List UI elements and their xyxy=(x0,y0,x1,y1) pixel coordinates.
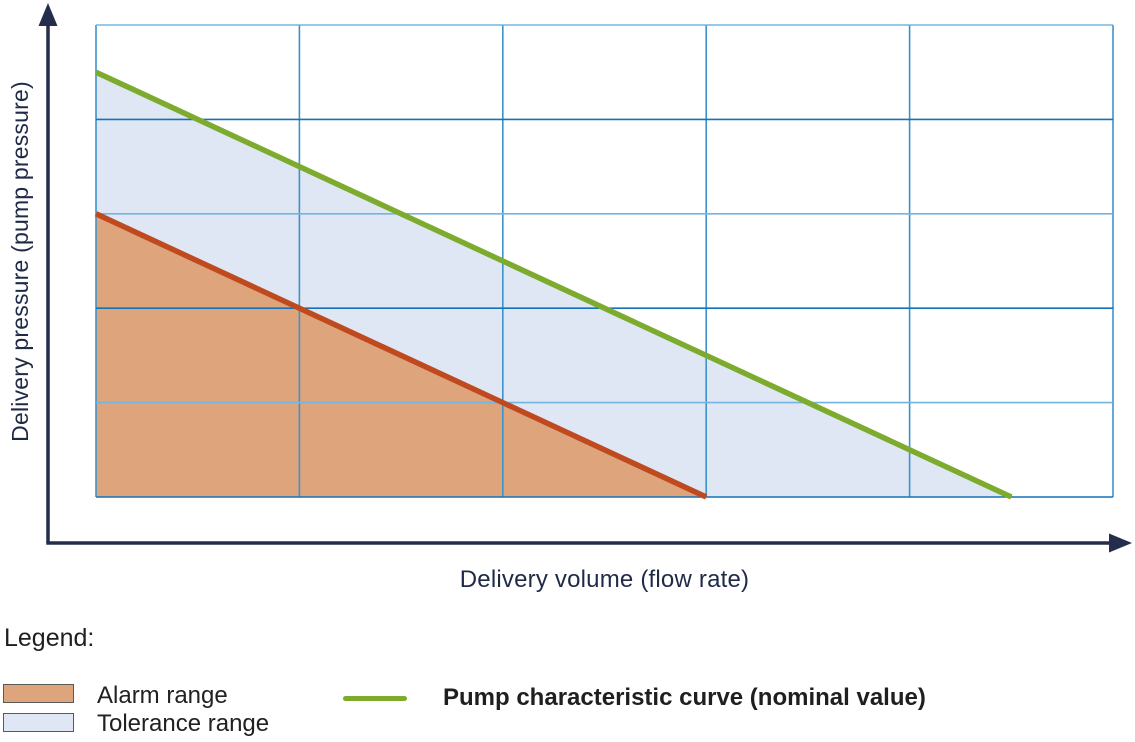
tolerance-range-swatch xyxy=(3,713,74,732)
pump-curve-line-sample xyxy=(343,696,407,701)
tolerance-range-label: Tolerance range xyxy=(97,710,270,737)
chart-canvas xyxy=(38,3,1132,553)
x-axis-label: Delivery volume (flow rate) xyxy=(459,566,750,593)
y-axis-label-text: Delivery pressure (pump pressure) xyxy=(6,80,33,442)
alarm-boundary-line xyxy=(94,211,708,500)
pump-characteristic-curve xyxy=(94,69,1013,500)
alarm-range-swatch xyxy=(3,684,74,703)
pump-curve-label: Pump characteristic curve (nominal value… xyxy=(443,684,926,711)
y-axis-arrowhead xyxy=(38,3,58,26)
x-axis-arrowhead xyxy=(1109,533,1132,553)
legend-title: Legend: xyxy=(4,624,95,652)
y-axis-label: Delivery pressure (pump pressure) xyxy=(0,25,40,497)
alarm-range-label: Alarm range xyxy=(97,682,228,709)
